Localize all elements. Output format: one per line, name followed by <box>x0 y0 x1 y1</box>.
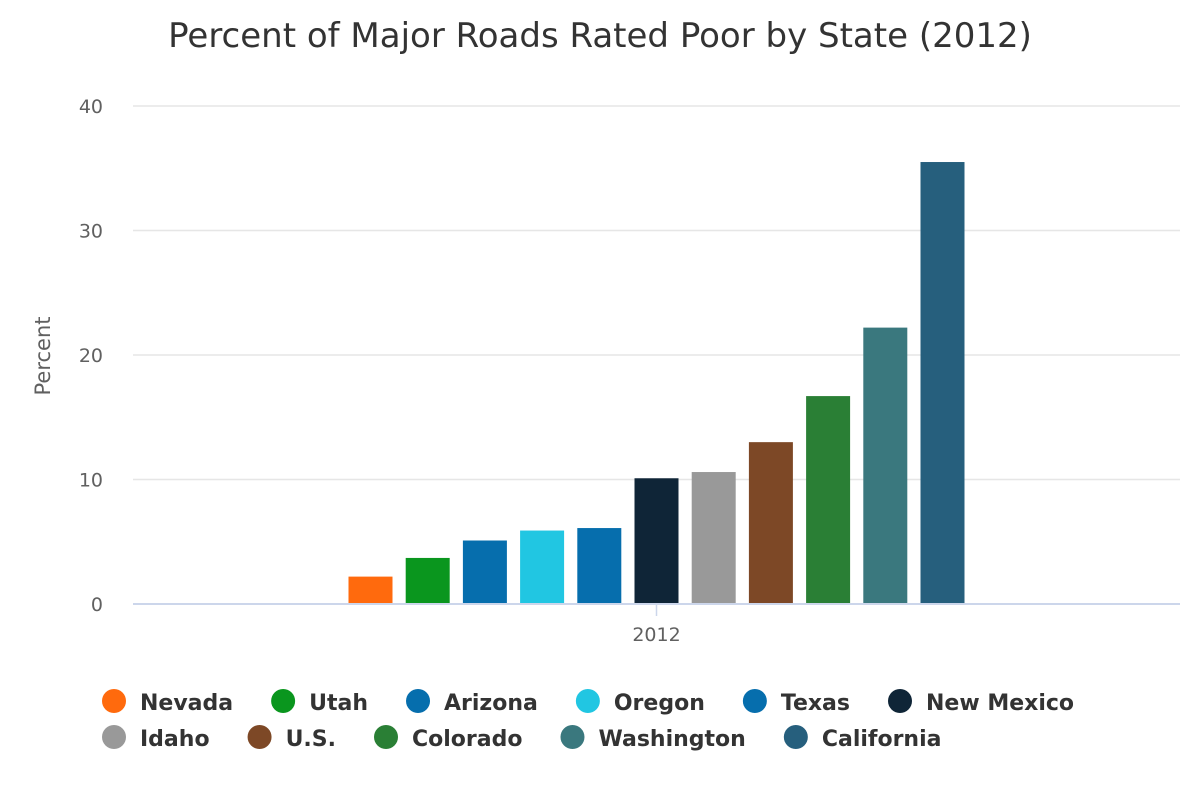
legend-item[interactable]: Idaho <box>102 725 210 752</box>
legend-label: Texas <box>781 691 850 716</box>
legend-marker <box>102 725 126 749</box>
bar-arizona <box>462 540 507 604</box>
legend-label: Colorado <box>412 727 522 752</box>
bar-new-mexico <box>634 478 679 604</box>
x-axis: 2012 <box>133 603 1180 646</box>
bar-washington <box>863 327 908 604</box>
legend-label: New Mexico <box>926 691 1074 716</box>
legend-label: Utah <box>309 691 368 716</box>
legend-label: U.S. <box>286 727 336 752</box>
chart-title: Percent of Major Roads Rated Poor by Sta… <box>168 16 1032 56</box>
legend-marker <box>247 725 272 749</box>
legend-item[interactable]: Oregon <box>575 689 705 716</box>
legend-item[interactable]: New Mexico <box>888 689 1074 716</box>
legend-label: Oregon <box>614 691 705 716</box>
y-tick-label: 30 <box>79 221 103 243</box>
legend-marker <box>560 725 585 749</box>
x-tick-label: 2012 <box>632 624 680 646</box>
legend-label: Nevada <box>140 691 233 716</box>
gridlines <box>133 105 1180 481</box>
bars <box>348 162 965 604</box>
y-tick-label: 40 <box>79 96 103 118</box>
legend-item[interactable]: U.S. <box>247 725 336 752</box>
legend-marker <box>271 689 296 713</box>
y-axis-ticks: 0 10 20 30 40 <box>79 96 103 616</box>
legend-item[interactable]: Colorado <box>374 725 522 752</box>
bar-u-s <box>748 442 793 604</box>
legend-marker <box>783 725 808 749</box>
bar-idaho <box>691 472 736 604</box>
bar-nevada <box>348 576 393 604</box>
bar-oregon <box>520 530 565 604</box>
bar-texas <box>577 528 622 604</box>
legend-item[interactable]: Texas <box>742 689 850 716</box>
legend-item[interactable]: Washington <box>560 725 746 752</box>
legend-marker <box>888 689 912 713</box>
legend-label: Arizona <box>444 691 538 716</box>
legend-item[interactable]: Utah <box>271 689 368 716</box>
bar-utah <box>405 557 450 604</box>
legend-label: Idaho <box>140 727 210 752</box>
legend-item[interactable]: Arizona <box>406 689 538 716</box>
legend-marker <box>102 689 126 713</box>
legend-marker <box>406 689 431 713</box>
legend-marker <box>575 689 600 713</box>
y-tick-label: 20 <box>79 345 103 367</box>
y-tick-label: 10 <box>79 470 103 492</box>
legend-marker <box>742 689 767 713</box>
legend-item[interactable]: California <box>783 725 942 752</box>
y-axis-label: Percent <box>31 316 55 395</box>
bar-colorado <box>806 396 851 604</box>
legend-item[interactable]: Nevada <box>102 689 233 716</box>
legend-label: Washington <box>598 727 745 752</box>
y-tick-label: 0 <box>91 594 103 616</box>
bar-california <box>920 162 965 604</box>
legend: Nevada Utah Arizona Oregon Texas New Mexico Id… <box>102 689 1074 752</box>
legend-marker <box>374 725 398 749</box>
legend-label: California <box>822 727 942 752</box>
